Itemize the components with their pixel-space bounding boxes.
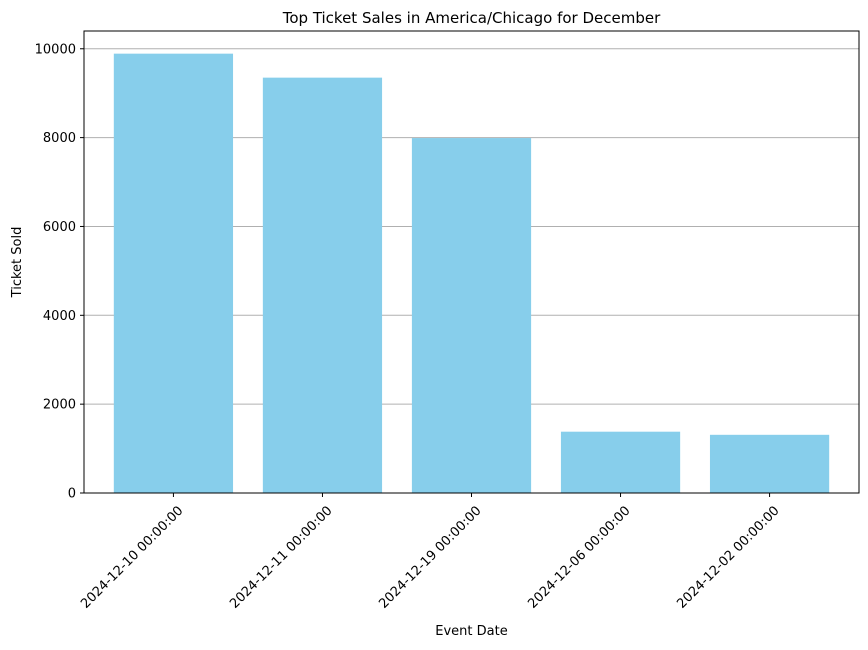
x-tick-label: 2024-12-06 00:00:00 (525, 503, 633, 611)
y-tick-label: 4000 (43, 309, 76, 324)
chart-title: Top Ticket Sales in America/Chicago for … (282, 9, 661, 27)
x-tick-label: 2024-12-11 00:00:00 (227, 503, 335, 611)
bar (262, 77, 383, 494)
y-axis-ticks: 0 2000 4000 6000 8000 10000 (35, 42, 84, 502)
x-tick-label: 2024-12-19 00:00:00 (376, 503, 484, 611)
y-tick-label: 0 (68, 487, 76, 502)
y-tick-label: 2000 (43, 398, 76, 413)
bar (560, 431, 681, 493)
bar (709, 434, 830, 493)
x-axis-ticks: 2024-12-10 00:00:00 2024-12-11 00:00:00 20… (78, 493, 783, 612)
y-tick-label: 6000 (43, 220, 76, 235)
y-axis-label: Ticket Sold (10, 227, 25, 299)
y-tick-label: 8000 (43, 131, 76, 146)
y-tick-label: 10000 (35, 42, 76, 57)
bars (113, 53, 830, 494)
x-tick-label: 2024-12-02 00:00:00 (674, 503, 782, 611)
x-axis-label: Event Date (435, 624, 507, 639)
bar (113, 53, 234, 494)
bar (411, 138, 532, 493)
x-tick-label: 2024-12-10 00:00:00 (78, 503, 186, 611)
